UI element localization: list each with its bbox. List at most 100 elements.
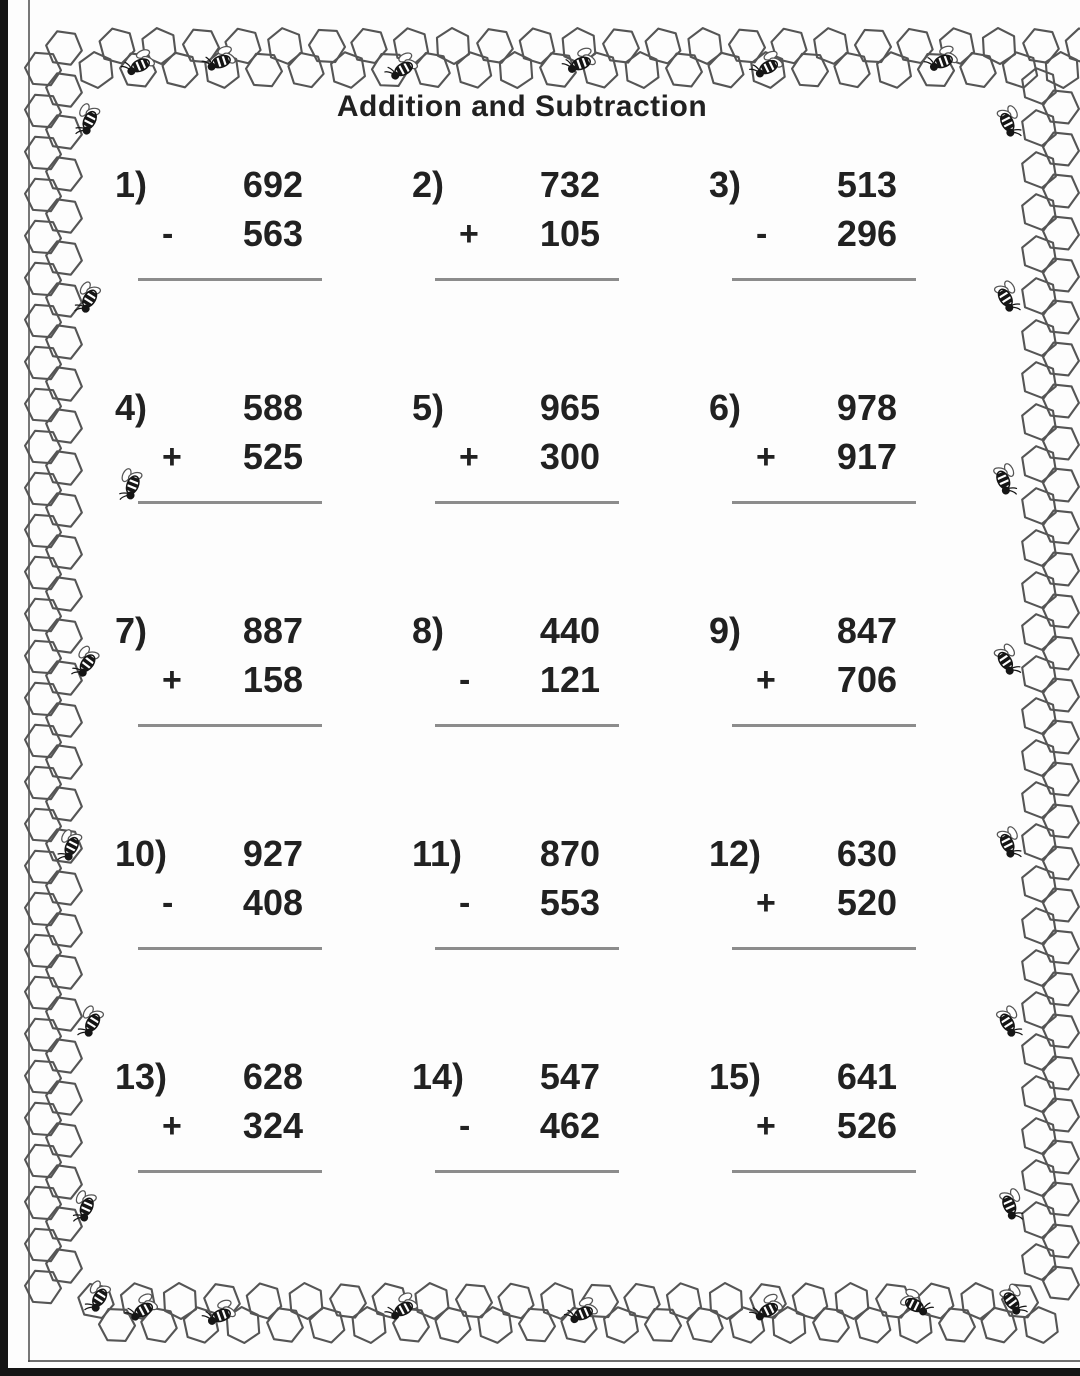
honeycomb-hexagon-icon	[1040, 1010, 1080, 1052]
answer-blank-line[interactable]	[138, 501, 322, 504]
honeycomb-hexagon-icon	[1018, 1115, 1060, 1157]
honeycomb-hexagon-icon	[43, 867, 85, 909]
operator-row: + 526	[732, 1102, 916, 1150]
answer-blank-line[interactable]	[138, 724, 322, 727]
answer-blank-line[interactable]	[732, 724, 916, 727]
problem-work: 588 + 525	[138, 383, 322, 504]
answer-blank-line[interactable]	[732, 947, 916, 950]
honeycomb-hexagon-icon	[327, 1280, 369, 1322]
honeycomb-hexagon-icon	[957, 1280, 999, 1322]
problem-number: 3)	[709, 164, 742, 205]
honeycomb-hexagon-icon	[1040, 380, 1080, 422]
problem-number: 6)	[709, 387, 742, 428]
honeycomb-hexagon-icon	[1018, 737, 1060, 779]
problem-work: 630 + 520	[732, 829, 916, 950]
honeycomb-hexagon-icon	[158, 1279, 202, 1323]
operator-row: + 158	[138, 656, 322, 704]
operand-bottom: 706	[836, 659, 897, 700]
honeycomb-hexagon-icon	[1018, 1073, 1060, 1115]
honeycomb-hexagon-icon	[1018, 1241, 1060, 1283]
answer-blank-line[interactable]	[435, 1170, 619, 1173]
operand-bottom: 300	[539, 436, 600, 477]
operand-top: 870	[539, 833, 600, 874]
honeycomb-hexagon-icon	[286, 50, 326, 90]
math-problem: 6) 978 + 917	[707, 383, 1004, 606]
honeycomb-hexagon-icon	[537, 1280, 579, 1322]
honeycomb-hexagon-icon	[21, 383, 65, 427]
problem-work: 870 - 553	[435, 829, 619, 950]
honeycomb-hexagon-icon	[43, 237, 85, 279]
honeycomb-hexagon-icon	[1040, 1136, 1080, 1178]
honeycomb-hexagon-icon	[810, 25, 852, 67]
operand-top: 847	[836, 610, 897, 651]
answer-blank-line[interactable]	[435, 278, 619, 281]
honeycomb-hexagon-icon	[1018, 653, 1060, 695]
honeycomb-hexagon-icon	[98, 27, 136, 65]
answer-blank-line[interactable]	[732, 1170, 916, 1173]
operand-top: 440	[539, 610, 600, 651]
honeycomb-hexagon-icon	[181, 1305, 221, 1345]
honeycomb-hexagon-icon	[452, 1279, 496, 1323]
honeycomb-hexagon-icon	[43, 951, 85, 993]
operator-row: - 553	[435, 879, 619, 927]
honeycomb-hexagon-icon	[431, 24, 475, 68]
operand-top: 692	[242, 164, 303, 205]
honeycomb-hexagon-icon	[1018, 611, 1060, 653]
honeycomb-hexagon-icon	[1018, 569, 1060, 611]
problem-work: 628 + 324	[138, 1052, 322, 1173]
answer-blank-line[interactable]	[138, 947, 322, 950]
honeycomb-hexagon-icon	[21, 551, 65, 595]
honeycomb-hexagon-icon	[21, 299, 65, 343]
honeycomb-hexagon-icon	[1040, 506, 1080, 548]
operand-bottom: 121	[539, 659, 600, 700]
honeycomb-hexagon-icon	[1018, 863, 1060, 905]
answer-blank-line[interactable]	[138, 278, 322, 281]
honeycomb-hexagon-icon	[1018, 443, 1060, 485]
math-problem: 11) 870 - 553	[410, 829, 707, 1052]
honeycomb-hexagon-icon	[1018, 947, 1060, 989]
answer-blank-line[interactable]	[732, 278, 916, 281]
honeycomb-hexagon-icon	[977, 24, 1021, 68]
honeycomb-hexagon-icon	[75, 49, 117, 91]
answer-blank-line[interactable]	[732, 501, 916, 504]
honeycomb-hexagon-icon	[43, 993, 85, 1035]
operator-row: - 296	[732, 210, 916, 258]
problems-grid: 1) 692 - 563 2) 732 + 105 3) 513 - 296	[113, 160, 1013, 1275]
honeycomb-hexagon-icon	[1018, 317, 1060, 359]
honeycomb-hexagon-icon	[664, 1281, 704, 1321]
honeycomb-hexagon-icon	[1018, 905, 1060, 947]
math-problem: 7) 887 + 158	[113, 606, 410, 829]
honeycomb-hexagon-icon	[494, 48, 538, 92]
honeycomb-hexagon-icon	[832, 50, 872, 90]
problem-number: 5)	[412, 387, 445, 428]
operator: +	[459, 438, 479, 476]
honeycomb-hexagon-icon	[1040, 674, 1080, 716]
answer-blank-line[interactable]	[138, 1170, 322, 1173]
page-edge-line-left	[28, 0, 30, 1362]
answer-blank-line[interactable]	[435, 947, 619, 950]
honeycomb-hexagon-icon	[21, 1097, 65, 1141]
problem-number: 11)	[412, 833, 463, 874]
operand-bottom: 158	[242, 659, 303, 700]
honeycomb-hexagon-icon	[621, 49, 663, 91]
honeycomb-hexagon-icon	[308, 1306, 346, 1344]
answer-blank-line[interactable]	[435, 501, 619, 504]
problem-work: 440 - 121	[435, 606, 619, 727]
honeycomb-hexagon-icon	[1018, 779, 1060, 821]
operator: +	[756, 438, 776, 476]
honeycomb-hexagon-icon	[1018, 821, 1060, 863]
operator-row: + 300	[435, 433, 619, 481]
math-problem: 5) 965 + 300	[410, 383, 707, 606]
operator-row: - 121	[435, 656, 619, 704]
honeycomb-hexagon-icon	[21, 845, 65, 889]
operand-top: 978	[836, 387, 897, 428]
honeycomb-hexagon-icon	[1018, 275, 1060, 317]
answer-blank-line[interactable]	[435, 724, 619, 727]
honeycomb-hexagon-icon	[1040, 1094, 1080, 1136]
problem-number: 12)	[709, 833, 762, 874]
honeycomb-hexagon-icon	[21, 425, 65, 469]
honeycomb-hexagon-icon	[515, 1303, 559, 1347]
honeycomb-hexagon-icon	[707, 51, 745, 89]
honeycomb-hexagon-icon	[454, 50, 494, 90]
